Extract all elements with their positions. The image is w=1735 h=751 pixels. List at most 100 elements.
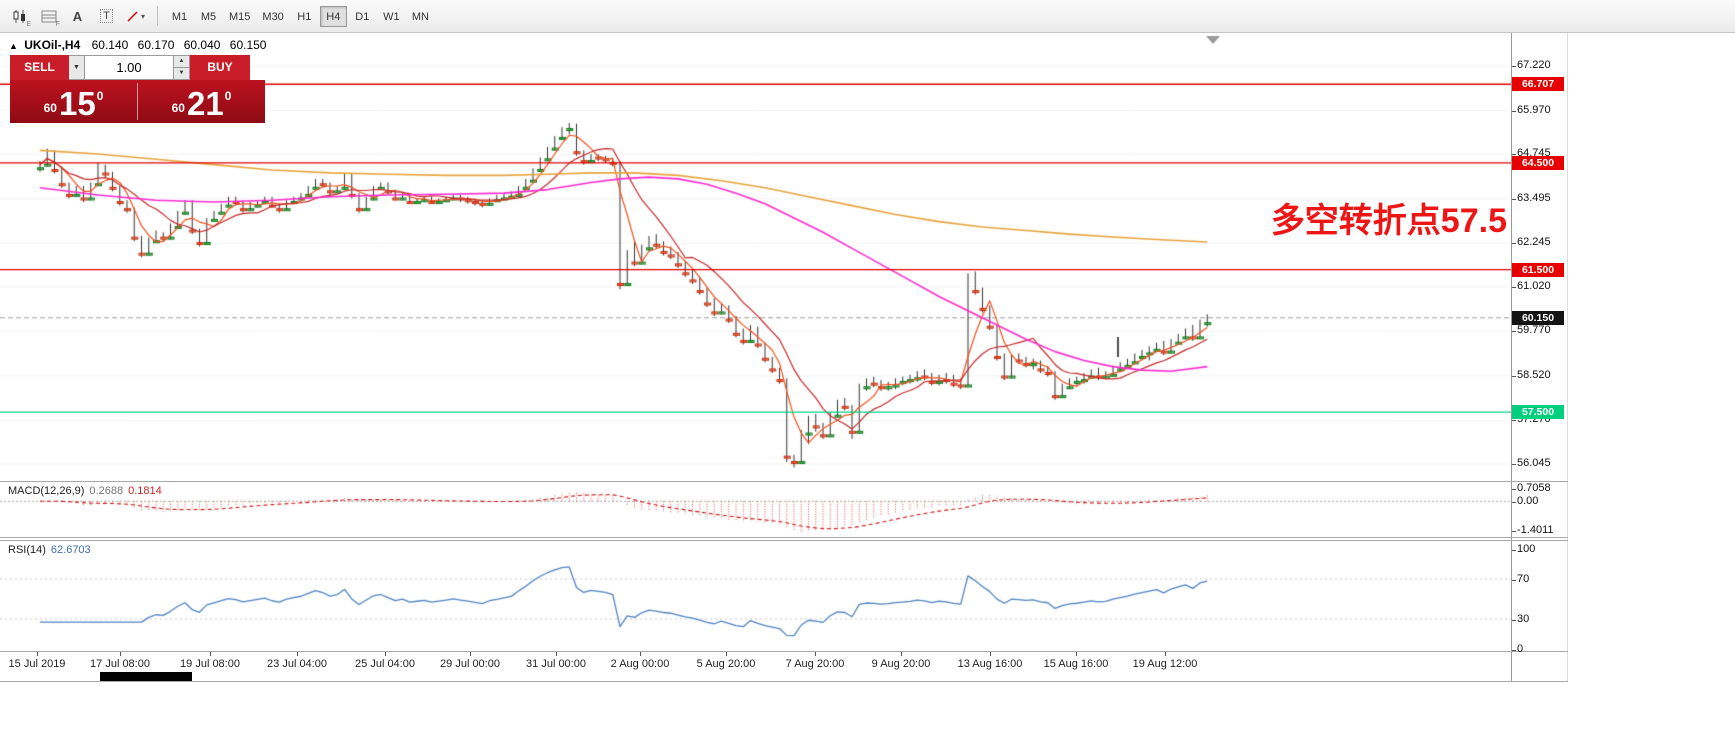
timeframe-group: M1 M5 M15 M30 H1 H4 D1 W1 MN [165, 5, 435, 27]
time-tick [210, 652, 211, 656]
price-axis-label: 63.495 [1512, 191, 1551, 204]
macd-canvas[interactable] [0, 482, 1511, 537]
letter-t: T [100, 9, 113, 23]
toolbar: E F A T ▾ M1 M5 M15 M30 H1 H4 D1 W1 MN [0, 0, 1735, 33]
rsi-axis: 100 70 30 0 [1511, 541, 1568, 655]
timeframe-D1[interactable]: D1 [355, 10, 370, 23]
price-axis-label: 62.245 [1512, 236, 1551, 249]
buy-price-figure: 60 [171, 101, 185, 115]
buy-button[interactable]: BUY [190, 55, 250, 80]
text-label-icon[interactable]: A [64, 4, 91, 28]
letter-a: A [72, 8, 83, 24]
time-tick [470, 652, 471, 656]
dropdown-caret-icon: ▾ [140, 11, 145, 21]
time-label: 19 Aug 12:00 [1132, 658, 1198, 670]
rsi-bottom-separator [0, 651, 1568, 652]
volume-input[interactable] [85, 55, 174, 80]
volume-increase-button[interactable]: ▲ [174, 56, 189, 68]
timeframe-M30[interactable]: M30 [262, 10, 284, 23]
rsi-label: RSI(14) [8, 544, 46, 556]
symbol-name: UKOil-,H4 [24, 38, 81, 52]
time-label: 2 Aug 00:00 [610, 658, 670, 670]
buy-price-display[interactable]: 60 21 0 [138, 80, 265, 123]
time-label: 29 Jul 00:00 [440, 658, 500, 670]
time-label: 31 Jul 00:00 [526, 658, 586, 670]
timeframe-W1[interactable]: W1 [383, 10, 400, 23]
time-label: 17 Jul 08:00 [90, 658, 150, 670]
sell-price-pips: 15 [58, 85, 96, 122]
price-axis-label: 56.045 [1512, 457, 1551, 469]
sell-price-point: 0 [96, 89, 104, 103]
price-badge-66.707: 66.707 [1512, 77, 1564, 92]
macd-label: MACD(12,26,9) [8, 485, 85, 497]
rsi-canvas[interactable] [0, 541, 1511, 651]
price-axis-label: 67.220 [1512, 59, 1551, 71]
timeframe-H1[interactable]: H1 [297, 10, 312, 23]
trendline-glyph [127, 10, 138, 22]
price-badge-64.500: 64.500 [1512, 155, 1564, 170]
volume-dropdown-button[interactable]: ▼ [69, 55, 85, 80]
price-badge-57.500: 57.500 [1512, 405, 1564, 420]
time-label: 9 Aug 20:00 [871, 658, 931, 670]
timeframe-H4[interactable]: H4 [319, 5, 347, 27]
chart-macd-separator[interactable] [0, 481, 1568, 482]
price-badge-61.500: 61.500 [1512, 262, 1564, 277]
macd-main-value: 0.2688 [89, 485, 124, 497]
price-badge-60.150: 60.150 [1512, 310, 1564, 325]
time-tick [640, 652, 641, 656]
price-axis-label: 61.020 [1512, 279, 1551, 292]
icon-sub-f: F [55, 21, 60, 28]
ohlc-high: 60.170 [137, 38, 175, 52]
time-tick [297, 652, 298, 656]
one-click-trading-panel: SELL ▼ ▲ ▼ BUY 60 15 0 60 21 0 [10, 55, 265, 123]
rsi-axis-label: 30 [1511, 613, 1530, 625]
time-tick [901, 652, 902, 656]
ohlc-low: 60.040 [183, 38, 221, 52]
sell-price-display[interactable]: 60 15 0 [10, 80, 137, 123]
sell-price-figure: 60 [43, 101, 57, 115]
toolbar-separator [157, 6, 158, 26]
time-tick [726, 652, 727, 656]
time-label: 15 Jul 2019 [8, 658, 66, 670]
candles-glyph [13, 9, 25, 23]
price-divider [137, 83, 138, 120]
sell-button[interactable]: SELL [10, 55, 69, 80]
ohlc-open: 60.140 [91, 38, 129, 52]
time-label: 15 Aug 16:00 [1043, 658, 1109, 670]
caret-down-icon: ▼ [73, 64, 80, 71]
macd-axis-label: -1.4011 [1512, 523, 1554, 536]
buy-price-point: 0 [224, 89, 232, 103]
candlestick-chart-icon[interactable]: E [6, 4, 33, 28]
text-box-icon[interactable]: T [93, 4, 120, 28]
price-axis-label: 65.970 [1512, 103, 1551, 116]
volume-decrease-button[interactable]: ▼ [174, 68, 189, 79]
collapse-trade-panel-icon[interactable]: ▲ [9, 41, 18, 51]
rsi-axis-label: 0 [1511, 643, 1524, 655]
rsi-top-separator[interactable] [0, 540, 1568, 541]
time-tick [385, 652, 386, 656]
indicator-grid-icon[interactable]: F [35, 4, 62, 28]
bottom-black-bar [100, 672, 192, 681]
time-tick [120, 652, 121, 656]
timeframe-M1[interactable]: M1 [171, 10, 188, 23]
timeframe-M15[interactable]: M15 [229, 10, 251, 23]
time-label: 25 Jul 04:00 [355, 658, 415, 670]
icon-sub-e: E [26, 21, 31, 28]
timeframe-M5[interactable]: M5 [200, 10, 217, 23]
price-display-row: 60 15 0 60 21 0 [10, 80, 265, 123]
symbol-header: ▲ UKOil-,H4 60.140 60.170 60.040 60.150 [9, 38, 272, 52]
macd-axis-label: 0.7058 [1512, 482, 1551, 494]
macd-axis: 0.7058 0.00 -1.4011 [1511, 482, 1568, 537]
time-tick [990, 652, 991, 656]
buy-price-pips: 21 [186, 85, 224, 122]
rsi-axis-label: 70 [1511, 573, 1530, 585]
line-tool-icon[interactable]: ▾ [122, 4, 149, 28]
macd-axis-label: 0.00 [1511, 495, 1539, 508]
macd-signal-value: 0.1814 [128, 485, 162, 497]
time-label: 23 Jul 04:00 [267, 658, 327, 670]
macd-bottom-separator [0, 537, 1568, 538]
timeframe-MN[interactable]: MN [411, 10, 429, 23]
annotation-text: 多空转折点57.5 [1270, 202, 1507, 240]
volume-spinner: ▲ ▼ [174, 55, 190, 80]
